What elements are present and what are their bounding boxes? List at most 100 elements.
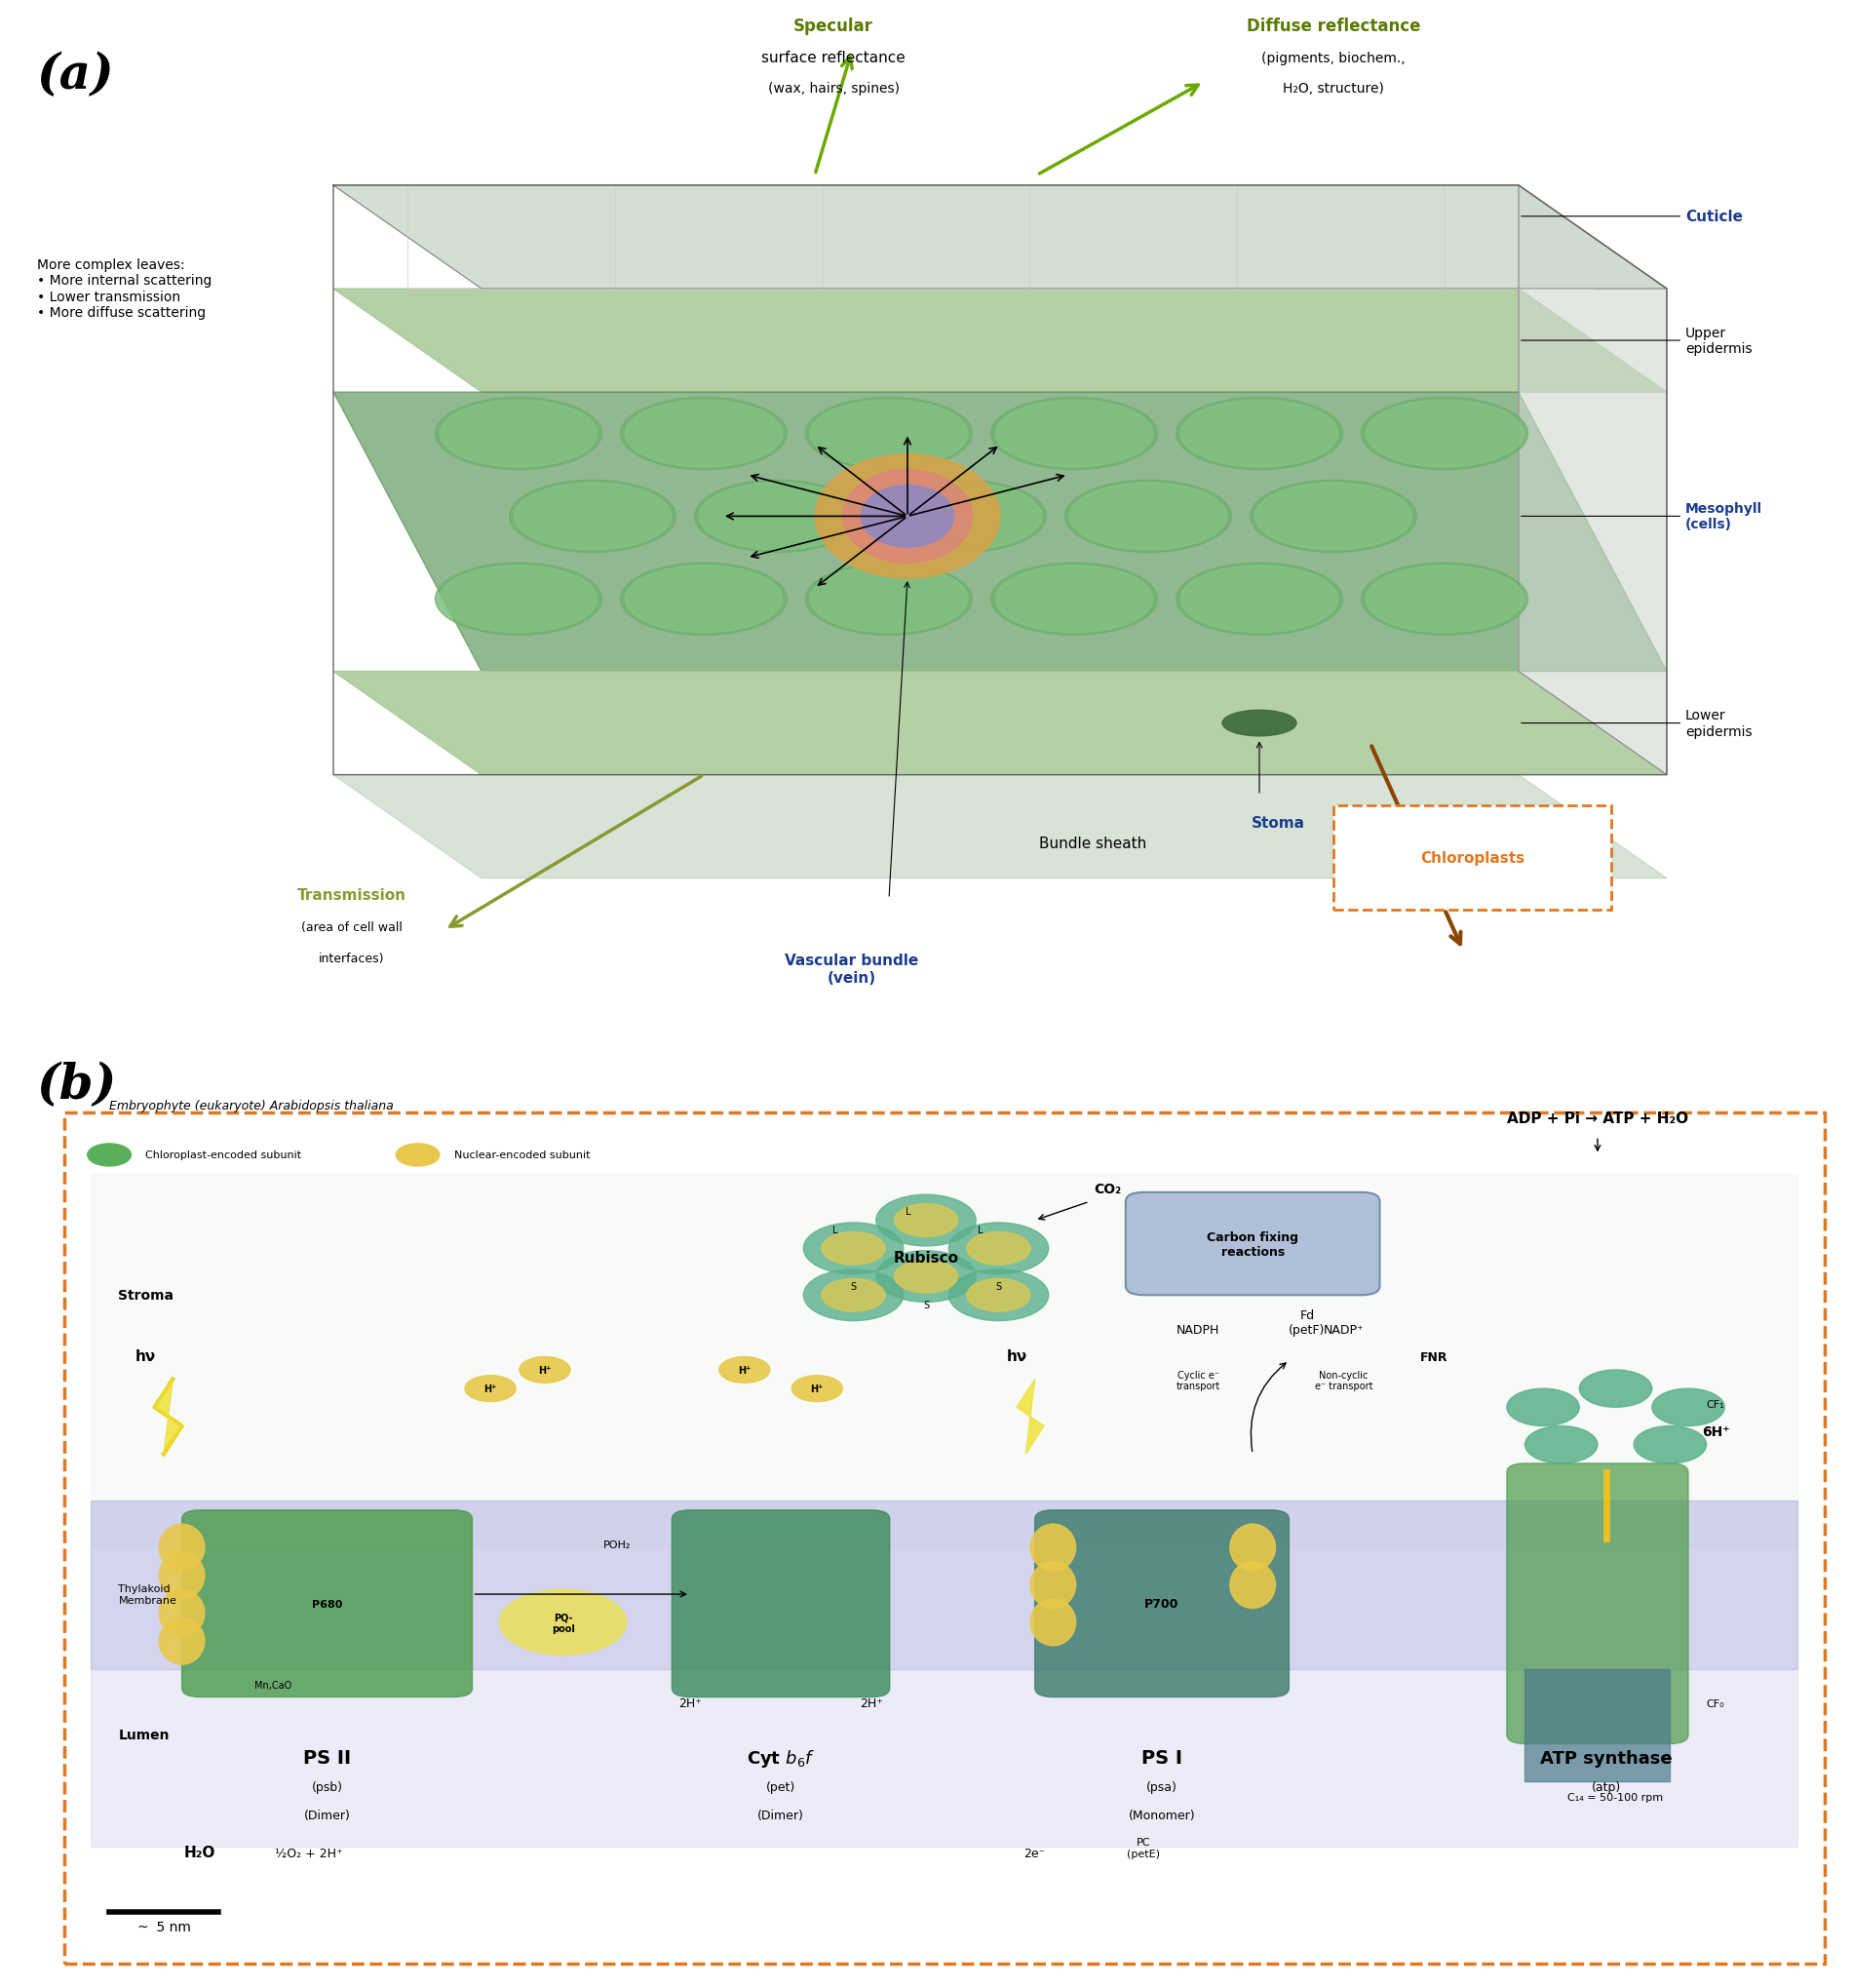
Text: Chloroplast-encoded subunit: Chloroplast-encoded subunit <box>146 1151 302 1161</box>
Ellipse shape <box>513 483 670 551</box>
Text: Bundle sheath: Bundle sheath <box>1039 837 1146 851</box>
Text: CF₁: CF₁ <box>1706 1400 1724 1409</box>
Ellipse shape <box>1030 1525 1076 1571</box>
Text: Thylakoid
Membrane: Thylakoid Membrane <box>119 1584 176 1604</box>
Text: surface reflectance: surface reflectance <box>761 50 906 66</box>
Text: Cyclic e⁻
transport: Cyclic e⁻ transport <box>1176 1370 1220 1392</box>
Text: S: S <box>996 1280 1002 1290</box>
Polygon shape <box>333 394 1667 672</box>
Ellipse shape <box>509 481 676 553</box>
Circle shape <box>791 1376 843 1402</box>
Text: FNR: FNR <box>1420 1352 1448 1364</box>
Ellipse shape <box>159 1525 204 1571</box>
Text: 2e⁻: 2e⁻ <box>1024 1847 1046 1859</box>
Ellipse shape <box>811 567 967 632</box>
Ellipse shape <box>1250 481 1417 553</box>
Ellipse shape <box>806 398 972 471</box>
Text: Specular: Specular <box>793 18 874 36</box>
Text: Embryophyte (eukaryote) Arabidopsis thaliana: Embryophyte (eukaryote) Arabidopsis thal… <box>109 1099 394 1111</box>
Text: ATP synthase: ATP synthase <box>1541 1749 1672 1767</box>
FancyBboxPatch shape <box>1126 1193 1380 1296</box>
Text: 6H⁺: 6H⁺ <box>1702 1425 1730 1439</box>
Ellipse shape <box>948 1270 1048 1322</box>
Text: P680: P680 <box>311 1598 343 1608</box>
Ellipse shape <box>1182 567 1337 632</box>
Ellipse shape <box>1633 1425 1706 1463</box>
Ellipse shape <box>1256 483 1411 551</box>
Ellipse shape <box>895 1260 957 1292</box>
FancyBboxPatch shape <box>1333 807 1611 911</box>
Ellipse shape <box>435 398 602 471</box>
Polygon shape <box>333 672 1667 775</box>
Text: PQ-
pool: PQ- pool <box>552 1612 574 1632</box>
Text: Stoma: Stoma <box>1252 815 1304 829</box>
Text: CO₂: CO₂ <box>1095 1183 1120 1195</box>
Text: ~  5 nm: ~ 5 nm <box>137 1920 191 1934</box>
Bar <box>91 1670 1796 1847</box>
Polygon shape <box>1519 187 1667 775</box>
Ellipse shape <box>159 1553 204 1598</box>
Ellipse shape <box>804 1270 904 1322</box>
Ellipse shape <box>895 1205 957 1237</box>
Ellipse shape <box>694 481 861 553</box>
Text: S: S <box>850 1280 856 1290</box>
Text: Vascular bundle
(vein): Vascular bundle (vein) <box>785 954 919 984</box>
Text: (psb): (psb) <box>311 1781 343 1793</box>
Ellipse shape <box>806 563 972 636</box>
Ellipse shape <box>1176 563 1343 636</box>
Text: (wax, hairs, spines): (wax, hairs, spines) <box>767 82 900 95</box>
Text: H₂O: H₂O <box>183 1845 217 1859</box>
Text: L: L <box>906 1207 911 1217</box>
Ellipse shape <box>822 1233 885 1264</box>
Text: PC
(petE): PC (petE) <box>1128 1837 1161 1859</box>
FancyBboxPatch shape <box>672 1511 889 1698</box>
Ellipse shape <box>880 481 1046 553</box>
Ellipse shape <box>1070 483 1226 551</box>
Ellipse shape <box>1580 1370 1652 1408</box>
Circle shape <box>465 1376 517 1402</box>
Text: (psa): (psa) <box>1146 1781 1178 1793</box>
Ellipse shape <box>991 398 1158 471</box>
Text: PS I: PS I <box>1141 1747 1182 1767</box>
Text: Transmission: Transmission <box>298 889 406 903</box>
Ellipse shape <box>441 567 596 632</box>
Ellipse shape <box>1230 1525 1276 1571</box>
Text: Cuticle: Cuticle <box>1520 211 1743 225</box>
FancyBboxPatch shape <box>1508 1463 1689 1743</box>
Text: NADP⁺: NADP⁺ <box>1322 1322 1363 1336</box>
Text: interfaces): interfaces) <box>319 952 385 964</box>
Text: Diffuse reflectance: Diffuse reflectance <box>1246 18 1420 36</box>
Text: H⁺: H⁺ <box>737 1366 752 1376</box>
Text: C₁₄ = 50-100 rpm: C₁₄ = 50-100 rpm <box>1569 1791 1663 1801</box>
Text: Cyt $b_6f$: Cyt $b_6f$ <box>746 1747 815 1769</box>
Text: (pet): (pet) <box>767 1781 796 1793</box>
Text: Chloroplasts: Chloroplasts <box>1420 851 1524 865</box>
Ellipse shape <box>1524 1425 1598 1463</box>
Circle shape <box>396 1143 439 1167</box>
Ellipse shape <box>1182 402 1337 467</box>
Polygon shape <box>333 290 1667 394</box>
Ellipse shape <box>1361 563 1528 636</box>
Ellipse shape <box>815 455 1000 579</box>
Text: S: S <box>922 1300 930 1310</box>
Ellipse shape <box>1365 402 1522 467</box>
Polygon shape <box>156 1380 181 1455</box>
Bar <box>91 1173 1796 1547</box>
Ellipse shape <box>876 1250 976 1302</box>
Text: Nuclear-encoded subunit: Nuclear-encoded subunit <box>454 1151 591 1161</box>
Polygon shape <box>1017 1380 1045 1455</box>
Text: Lower
epidermis: Lower epidermis <box>1520 710 1752 738</box>
Text: Non-cyclic
e⁻ transport: Non-cyclic e⁻ transport <box>1315 1370 1372 1392</box>
FancyBboxPatch shape <box>63 1113 1824 1964</box>
Ellipse shape <box>1030 1598 1076 1646</box>
Ellipse shape <box>700 483 856 551</box>
Text: (a): (a) <box>37 52 115 99</box>
Text: PS II: PS II <box>304 1747 352 1767</box>
Circle shape <box>719 1358 770 1384</box>
Text: Mesophyll
(cells): Mesophyll (cells) <box>1520 503 1763 531</box>
Text: Rubisco: Rubisco <box>893 1250 959 1264</box>
Ellipse shape <box>1030 1563 1076 1608</box>
Ellipse shape <box>1652 1390 1724 1425</box>
FancyBboxPatch shape <box>1035 1511 1289 1698</box>
Text: (atp): (atp) <box>1593 1781 1620 1793</box>
